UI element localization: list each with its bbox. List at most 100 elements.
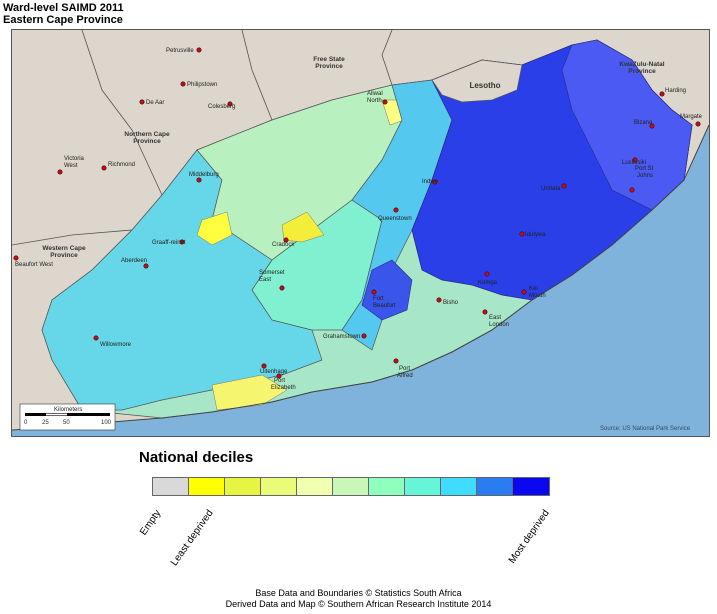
town-graaff-reinet[interactable]: Graaff-reinet <box>152 239 186 246</box>
svg-text:De Aar: De Aar <box>146 100 164 106</box>
credits-line-2: Derived Data and Map © Southern African … <box>225 599 492 609</box>
legend-title: National deciles <box>139 449 254 466</box>
town-uitenhage[interactable]: Uitenhage <box>260 363 288 375</box>
svg-text:Idutywa: Idutywa <box>525 232 546 238</box>
yellow-ward-2 <box>281 211 325 243</box>
map-title: Ward-level SAIMD 2011 Eastern Cape Provi… <box>3 2 124 26</box>
svg-text:Johns: Johns <box>637 173 653 179</box>
legend-swatch-4 <box>297 478 333 495</box>
legend-label-empty: Empty <box>138 508 164 538</box>
yellow-ward-1 <box>196 211 233 246</box>
svg-text:Richmond: Richmond <box>108 162 135 168</box>
svg-text:0: 0 <box>24 420 28 426</box>
town-petrusville[interactable]: Petrusville <box>166 47 202 54</box>
town-middelburg[interactable]: Middelburg <box>189 172 219 183</box>
svg-text:Port: Port <box>274 378 285 384</box>
legend-swatch-10 <box>513 478 549 495</box>
svg-text:Harding: Harding <box>665 88 686 94</box>
svg-text:Kei: Kei <box>529 286 538 292</box>
legend-swatch-9 <box>477 478 513 495</box>
legend-swatch-6 <box>369 478 405 495</box>
svg-text:25: 25 <box>42 420 49 426</box>
province-label-northern-cape: Northern Cape Province <box>124 131 170 145</box>
map-canvas[interactable]: Free State Province Lesotho KwaZulu-Natal… <box>11 29 710 437</box>
town-aberdeen[interactable]: Aberdeen <box>121 258 149 269</box>
svg-text:100: 100 <box>101 420 112 426</box>
town-bizana[interactable]: Bizana <box>634 120 655 129</box>
town-grahamstown[interactable]: Grahamstown <box>323 333 367 340</box>
legend-swatch-5 <box>333 478 369 495</box>
province-label-free-state: Free State Province <box>313 56 345 70</box>
lesotho-area <box>431 59 523 103</box>
title-line-1: Ward-level SAIMD 2011 <box>3 2 124 14</box>
svg-text:Port St: Port St <box>635 166 654 172</box>
svg-text:Colesberg: Colesberg <box>208 104 235 110</box>
legend-swatch-3 <box>261 478 297 495</box>
legend-swatch-2 <box>225 478 261 495</box>
town-harding[interactable]: Harding <box>659 88 686 97</box>
svg-text:Graaff-reinet: Graaff-reinet <box>152 240 186 246</box>
svg-text:Aberdeen: Aberdeen <box>121 258 147 264</box>
svg-text:Petrusville: Petrusville <box>166 48 194 54</box>
town-lusikisiki[interactable]: Lusikisiki <box>622 157 646 166</box>
svg-text:Alfred: Alfred <box>397 373 413 379</box>
town-philipstown[interactable]: Philipstown <box>180 81 218 88</box>
town-komga[interactable]: Komga <box>478 271 498 286</box>
svg-text:Lusikisiki: Lusikisiki <box>622 160 646 166</box>
svg-text:Philipstown: Philipstown <box>187 82 217 88</box>
svg-text:East: East <box>489 315 501 321</box>
svg-text:Queenstown: Queenstown <box>378 216 412 222</box>
legend-label-least: Least deprived <box>168 508 216 569</box>
svg-text:Middelburg: Middelburg <box>189 172 219 178</box>
town-willowmore[interactable]: Willowmore <box>93 335 132 348</box>
town-queenstown[interactable]: Queenstown <box>378 207 412 222</box>
svg-text:Port: Port <box>399 366 410 372</box>
svg-text:Victoria: Victoria <box>64 156 85 162</box>
svg-text:Bizana: Bizana <box>634 120 653 126</box>
svg-text:Beaufort West: Beaufort West <box>15 262 53 268</box>
svg-text:Grahamstown: Grahamstown <box>323 334 360 340</box>
province-boundaries <box>12 30 393 246</box>
province-label-lesotho: Lesotho <box>469 81 500 90</box>
svg-text:Komga: Komga <box>478 280 498 286</box>
fort-beaufort-wards <box>361 259 413 321</box>
town-bisho[interactable]: Bisho <box>436 297 459 306</box>
yellow-ward-3 <box>211 374 288 411</box>
svg-text:Cradock: Cradock <box>272 242 295 248</box>
svg-text:Margate: Margate <box>680 114 703 120</box>
province-label-western-cape: Western Cape Province <box>42 245 86 259</box>
town-de-aar[interactable]: De Aar <box>139 99 165 106</box>
town-umtata[interactable]: Umtata <box>541 183 567 192</box>
town-colesberg[interactable]: Colesberg <box>208 101 235 110</box>
town-indwe[interactable]: Indwe <box>422 179 439 185</box>
source-note: Source: US National Park Service <box>600 426 691 432</box>
svg-text:London: London <box>489 322 509 328</box>
svg-text:Kilometers: Kilometers <box>54 407 82 413</box>
credits-line-1: Base Data and Boundaries © Statistics So… <box>255 588 462 598</box>
town-idutywa[interactable]: Idutywa <box>519 231 547 238</box>
town-cradock[interactable]: Cradock <box>272 237 295 248</box>
town-beaufort-west[interactable]: Beaufort West <box>13 255 53 268</box>
svg-text:East: East <box>259 277 271 283</box>
town-margate[interactable]: Margate <box>680 114 703 127</box>
svg-text:Somerset: Somerset <box>259 270 285 276</box>
province-label-kwazulu-natal: KwaZulu-Natal Province <box>619 61 664 75</box>
legend-bar <box>152 477 550 496</box>
title-line-2: Eastern Cape Province <box>3 14 123 26</box>
svg-text:Willowmore: Willowmore <box>100 342 132 348</box>
town-richmond[interactable]: Richmond <box>101 162 135 171</box>
svg-text:Uitenhage: Uitenhage <box>260 369 288 375</box>
svg-text:Aliwal: Aliwal <box>367 91 383 97</box>
svg-text:West: West <box>64 163 78 169</box>
svg-text:50: 50 <box>63 420 70 426</box>
svg-text:Umtata: Umtata <box>541 186 561 192</box>
